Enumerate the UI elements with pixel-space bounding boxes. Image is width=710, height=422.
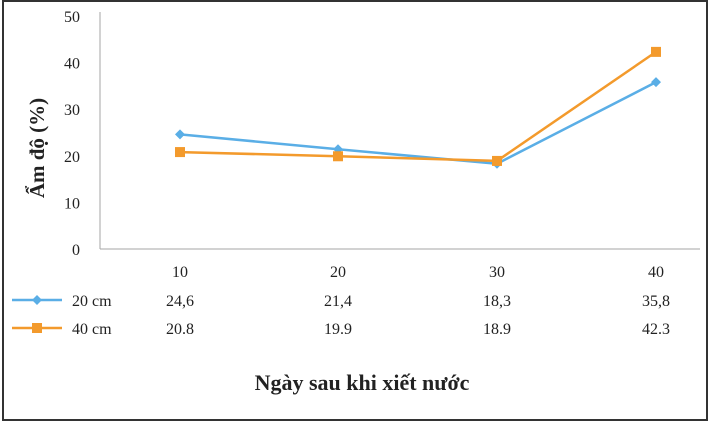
x-tick-label: 30 <box>489 264 505 281</box>
y-tick-label: 50 <box>64 9 80 26</box>
data-point <box>333 151 343 162</box>
data-table: 20 cm 24,6 21,4 18,3 35,8 40 cm 20.8 19.9 18.9 42… <box>12 293 670 338</box>
y-tick-label: 40 <box>64 56 80 73</box>
y-tick-label: 10 <box>64 195 80 212</box>
legend-label: 40 cm <box>72 321 112 338</box>
data-label: 21,4 <box>324 293 352 310</box>
data-label: 18.9 <box>483 321 511 338</box>
x-tick-label: 20 <box>330 264 346 281</box>
data-point <box>651 77 661 88</box>
x-tick-label: 40 <box>648 264 664 281</box>
legend-label: 20 cm <box>72 293 112 310</box>
data-label: 35,8 <box>642 293 670 310</box>
data-label: 18,3 <box>483 293 511 310</box>
data-label: 24,6 <box>166 293 194 310</box>
x-axis-title: Ngày sau khi xiết nước <box>255 370 470 395</box>
legend-key-marker <box>32 323 42 333</box>
y-tick-label: 20 <box>64 149 80 166</box>
y-tick-label: 30 <box>64 102 80 119</box>
series-layer <box>175 46 661 169</box>
data-point <box>175 147 185 158</box>
y-axis-title: Ẩm độ (%) <box>25 98 49 198</box>
y-tick-label: 0 <box>72 242 80 259</box>
data-point <box>651 46 661 57</box>
series-line-20-cm <box>179 81 657 165</box>
data-label: 19.9 <box>324 321 352 338</box>
legend-key-marker <box>32 295 42 305</box>
data-label: 42.3 <box>642 321 670 338</box>
data-point <box>492 155 502 166</box>
x-tick-label: 10 <box>172 264 188 281</box>
series-line-40-cm <box>179 50 657 163</box>
axes-layer: 0 10 20 30 40 50 10 20 30 40 <box>64 9 700 281</box>
data-point <box>175 129 185 140</box>
data-label: 20.8 <box>166 321 194 338</box>
